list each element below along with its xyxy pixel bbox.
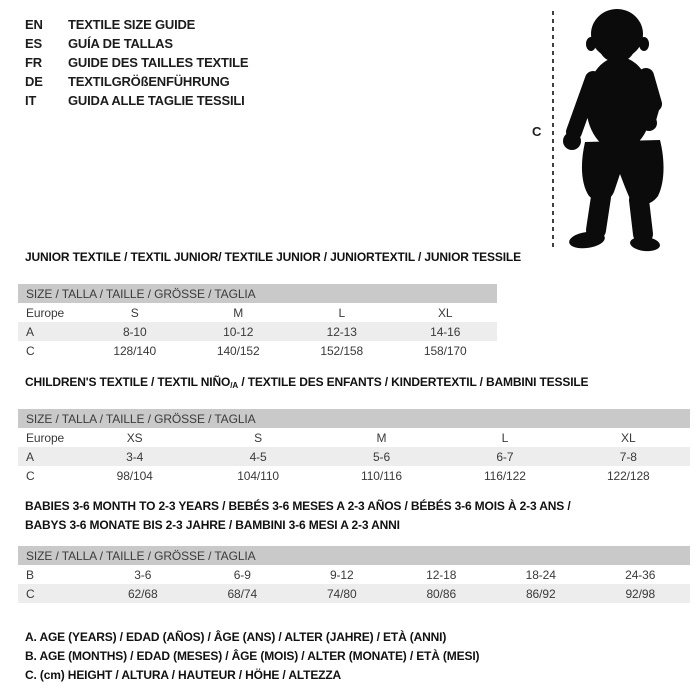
table-row: A 8-10 10-12 12-13 14-16 xyxy=(18,322,497,341)
legend-notes: A. AGE (YEARS) / EDAD (AÑOS) / ÂGE (ANS)… xyxy=(25,628,480,685)
language-code: DE xyxy=(25,74,43,89)
table-row: C 62/68 68/74 74/80 80/86 86/92 92/98 xyxy=(18,584,690,603)
size-table-babies: SIZE / TALLA / TAILLE / GRÖSSE / TAGLIA B… xyxy=(18,546,690,603)
size-table-children: SIZE / TALLA / TAILLE / GRÖSSE / TAGLIA E… xyxy=(18,409,690,485)
section-title-junior-text: JUNIOR TEXTILE / TEXTIL JUNIOR/ TEXTILE … xyxy=(25,250,521,264)
table-cell: 6-7 xyxy=(496,449,514,464)
table-cell: 12-18 xyxy=(426,567,457,582)
table-cell: XL xyxy=(621,430,636,445)
table-cell: 12-13 xyxy=(326,324,357,339)
row-label: Europe xyxy=(26,305,65,320)
table-cell: 122/128 xyxy=(606,468,650,483)
section-title-children-post: / TEXTILE DES ENFANTS / KINDERTEXTIL / B… xyxy=(238,375,589,389)
section-title-junior: JUNIOR TEXTILE / TEXTIL JUNIOR/ TEXTILE … xyxy=(25,250,521,264)
language-row: EN TEXTILE SIZE GUIDE xyxy=(25,15,248,34)
table-cell: 18-24 xyxy=(525,567,556,582)
table-cell: 62/68 xyxy=(127,586,158,601)
table-row: C 128/140 140/152 152/158 158/170 xyxy=(18,341,497,360)
table-cell: 86/92 xyxy=(525,586,556,601)
table-cell: 68/74 xyxy=(227,586,258,601)
table-cell: 158/170 xyxy=(423,343,467,358)
table-cell: 5-6 xyxy=(372,449,391,464)
table-cell: 7-8 xyxy=(619,449,637,464)
table-cell: XS xyxy=(126,430,143,445)
note-height-cm: C. (cm) HEIGHT / ALTURA / HAUTEUR / HÖHE… xyxy=(25,668,342,682)
size-header-bar: SIZE / TALLA / TAILLE / GRÖSSE / TAGLIA xyxy=(18,546,690,565)
size-header-bar: SIZE / TALLA / TAILLE / GRÖSSE / TAGLIA xyxy=(18,284,497,303)
language-code: IT xyxy=(25,93,37,108)
section-title-babies-line2: BABYS 3-6 MONATE BIS 2-3 JAHRE / BAMBINI… xyxy=(25,518,400,532)
table-row: C 98/104 104/110 110/116 116/122 122/128 xyxy=(18,466,690,485)
table-cell: L xyxy=(501,430,509,445)
table-cell: XL xyxy=(438,305,453,320)
language-title: TEXTILGRÖßENFÜHRUNG xyxy=(68,74,230,89)
row-label: A xyxy=(26,449,34,464)
language-title: GUIDE DES TAILLES TEXTILE xyxy=(68,55,249,70)
section-title-babies-line1: BABIES 3-6 MONTH TO 2-3 YEARS / BEBÉS 3-… xyxy=(25,499,571,513)
table-cell: 3-6 xyxy=(134,567,152,582)
note-age-months: B. AGE (MONTHS) / EDAD (MESES) / ÂGE (MO… xyxy=(25,649,480,663)
table-cell: 24-36 xyxy=(625,567,656,582)
language-title: TEXTILE SIZE GUIDE xyxy=(68,17,196,32)
language-code: FR xyxy=(25,55,42,70)
size-header-bar: SIZE / TALLA / TAILLE / GRÖSSE / TAGLIA xyxy=(18,409,690,428)
table-row: Europe XS S M L XL xyxy=(18,428,690,447)
row-label: C xyxy=(26,468,35,483)
table-cell: 6-9 xyxy=(233,567,251,582)
size-table-junior: SIZE / TALLA / TAILLE / GRÖSSE / TAGLIA E… xyxy=(18,284,497,360)
table-cell: M xyxy=(376,430,387,445)
table-cell: 104/110 xyxy=(237,468,279,483)
section-title-children-sub: /A xyxy=(230,381,239,390)
table-cell: 74/80 xyxy=(326,586,357,601)
table-cell: 116/122 xyxy=(483,468,526,483)
section-title-babies: BABIES 3-6 MONTH TO 2-3 YEARS / BEBÉS 3-… xyxy=(25,497,571,535)
table-cell: 3-4 xyxy=(126,449,144,464)
note-age-years: A. AGE (YEARS) / EDAD (AÑOS) / ÂGE (ANS)… xyxy=(25,630,447,644)
table-cell: 10-12 xyxy=(223,324,254,339)
language-row: ES GUÍA DE TALLAS xyxy=(25,34,248,53)
table-cell: L xyxy=(338,305,346,320)
language-title: GUIDA ALLE TAGLIE TESSILI xyxy=(68,93,245,108)
section-title-children: CHILDREN'S TEXTILE / TEXTIL NIÑO/A / TEX… xyxy=(25,375,589,393)
table-cell: 98/104 xyxy=(116,468,153,483)
table-cell: 80/86 xyxy=(426,586,457,601)
language-list: EN TEXTILE SIZE GUIDE ES GUÍA DE TALLAS FR GU… xyxy=(25,15,249,110)
table-cell: 14-16 xyxy=(430,324,461,339)
row-label: Europe xyxy=(26,430,65,445)
row-label: C xyxy=(26,343,35,358)
section-title-children-pre: CHILDREN'S TEXTILE / TEXTIL NIÑO xyxy=(25,375,231,389)
row-label: C xyxy=(26,586,35,601)
table-cell: S xyxy=(254,430,263,445)
table-row: A 3-4 4-5 5-6 6-7 7-8 xyxy=(18,447,690,466)
table-cell: 128/140 xyxy=(113,343,157,358)
table-cell: 9-12 xyxy=(329,567,354,582)
table-cell: M xyxy=(233,305,244,320)
table-cell: 140/152 xyxy=(216,343,260,358)
table-cell: 4-5 xyxy=(249,449,267,464)
language-code: EN xyxy=(25,17,43,32)
language-row: IT GUIDA ALLE TAGLIE TESSILI xyxy=(25,91,248,110)
language-code: ES xyxy=(25,36,42,51)
height-measure-label: C xyxy=(532,124,542,139)
table-row: Europe S M L XL xyxy=(18,303,497,322)
language-row: FR GUIDE DES TAILLES TEXTILE xyxy=(25,53,249,72)
table-cell: 8-10 xyxy=(122,324,147,339)
baby-silhouette xyxy=(563,9,664,252)
language-row: DE TEXTILGRÖßENFÜHRUNG xyxy=(25,72,248,91)
table-cell: S xyxy=(130,305,139,320)
row-label: B xyxy=(26,567,34,582)
height-measure-line xyxy=(552,11,554,248)
row-label: A xyxy=(26,324,34,339)
language-title: GUÍA DE TALLAS xyxy=(68,36,173,51)
table-cell: 92/98 xyxy=(625,586,656,601)
table-cell: 110/116 xyxy=(361,468,402,483)
table-cell: 152/158 xyxy=(320,343,364,358)
table-row: B 3-6 6-9 9-12 12-18 18-24 24-36 xyxy=(18,565,690,584)
